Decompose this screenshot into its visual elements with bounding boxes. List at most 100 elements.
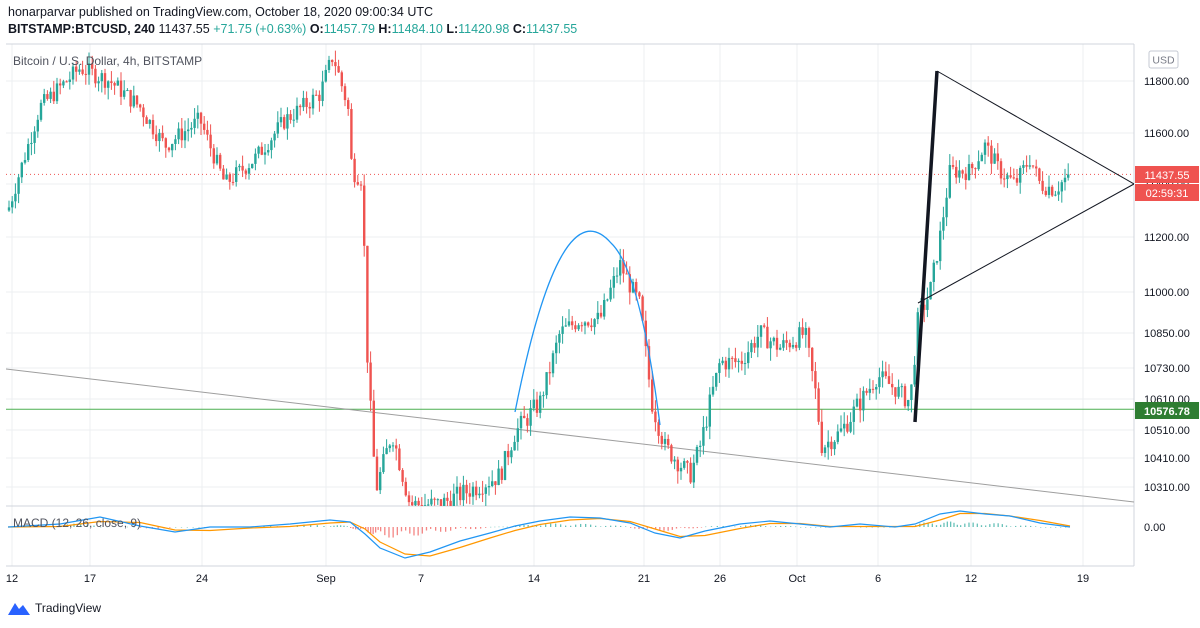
macd-title: MACD (12, 26, close, 9) xyxy=(13,516,141,530)
candle-body xyxy=(836,431,839,442)
candle-body xyxy=(558,333,561,343)
close-value: 11437.55 xyxy=(526,22,578,36)
candle-body xyxy=(305,97,308,107)
candle-body xyxy=(577,325,580,330)
high-value: 11484.10 xyxy=(391,22,443,36)
macd-histogram-bar xyxy=(485,527,487,528)
macd-histogram-bar xyxy=(405,527,407,531)
macd-histogram-bar xyxy=(705,526,707,528)
currency-box[interactable] xyxy=(1148,50,1179,69)
macd-histogram-bar xyxy=(700,527,703,528)
macd-histogram-bar xyxy=(993,523,995,527)
macd-histogram-bar xyxy=(413,527,415,536)
candle-body xyxy=(1025,165,1028,167)
candle-body xyxy=(833,441,836,450)
candle-body xyxy=(993,153,996,164)
candle-body xyxy=(219,154,222,169)
currency-label: USD xyxy=(1152,55,1175,67)
macd-histogram-bar xyxy=(877,527,879,528)
candle-body xyxy=(46,94,49,99)
macd-histogram-bar xyxy=(825,527,827,528)
candle-body xyxy=(350,108,353,159)
candle-body xyxy=(395,445,398,449)
time-axis[interactable]: 12 17 24 Sep 7 14 21 26 Oct 6 12 19 xyxy=(6,573,1089,585)
candle-body xyxy=(977,161,980,170)
candle-body xyxy=(414,500,417,506)
candle-body xyxy=(171,144,174,151)
candle-body xyxy=(187,129,190,132)
macd-histogram-bar xyxy=(980,525,983,527)
candle-body xyxy=(689,462,692,483)
macd-histogram-bar xyxy=(1001,524,1003,527)
candle-body xyxy=(427,504,430,506)
macd-histogram-bar xyxy=(940,524,942,527)
candle-body xyxy=(359,184,363,186)
candle-body xyxy=(471,486,475,497)
macd-histogram-bar xyxy=(352,527,354,529)
candle-body xyxy=(59,83,62,86)
macd-histogram-bar xyxy=(692,527,694,529)
candle-body xyxy=(852,406,855,422)
candle-body xyxy=(670,445,673,462)
candle-body xyxy=(1003,178,1006,180)
tradingview-brand[interactable]: TradingView xyxy=(8,601,101,615)
symbol-label: BITSTAMP:BTCUSD, 240 xyxy=(8,22,156,36)
macd-signal-line xyxy=(7,512,1071,557)
y-tick-label: 11200.00 xyxy=(1144,232,1189,244)
candle-body xyxy=(123,90,126,97)
candle-body xyxy=(766,326,769,349)
flagpole-line[interactable] xyxy=(913,70,939,423)
candle-body xyxy=(1057,191,1060,195)
candle-body xyxy=(628,274,631,293)
open-value: 11457.79 xyxy=(323,22,375,36)
candle-body xyxy=(324,69,327,82)
macd-histogram-bar xyxy=(355,527,357,530)
macd-histogram-bar xyxy=(805,527,807,528)
candle-body xyxy=(446,497,449,501)
x-tick-label: Sep xyxy=(316,573,336,585)
macd-histogram-bar xyxy=(750,524,752,527)
candle-body xyxy=(785,340,788,343)
candle-body xyxy=(814,371,817,389)
candle-body xyxy=(295,105,299,120)
macd-histogram-bar xyxy=(1040,527,1042,528)
candle-body xyxy=(91,63,94,69)
pennant-lower-line[interactable] xyxy=(917,183,1134,304)
candle-body xyxy=(974,168,977,170)
pennant-upper-line[interactable] xyxy=(936,70,1134,185)
macd-histogram-bar xyxy=(86,524,88,527)
candlestick-series xyxy=(7,50,1070,506)
macd-histogram-bar xyxy=(580,523,582,527)
price-axis[interactable]: 10310.0010410.0010510.0010610.0010730.00… xyxy=(1144,76,1190,534)
candle-body xyxy=(478,493,481,496)
x-tick-label: 21 xyxy=(638,573,650,585)
macd-histogram-bar xyxy=(790,526,792,527)
macd-histogram-bar xyxy=(570,525,572,527)
macd-histogram-bar xyxy=(490,526,492,528)
candle-body xyxy=(257,146,260,154)
candle-body xyxy=(519,415,523,429)
candle-body xyxy=(638,292,641,297)
y-tick-label: 10510.00 xyxy=(1144,425,1190,437)
macd-histogram-bar xyxy=(667,527,669,531)
open-label: O: xyxy=(309,22,324,36)
candle-body xyxy=(891,383,894,388)
macd-histogram-bar xyxy=(515,526,517,527)
macd-histogram-bar xyxy=(450,527,452,531)
candle-body xyxy=(254,153,257,164)
macd-histogram-bar xyxy=(716,525,718,527)
candle-body xyxy=(999,161,1003,179)
candle-body xyxy=(635,282,638,293)
macd-histogram-bar xyxy=(535,526,538,527)
macd-histogram-bar xyxy=(820,527,822,528)
x-tick-label: 7 xyxy=(418,573,424,585)
macd-histogram-bar xyxy=(634,527,636,529)
cup-arc[interactable] xyxy=(514,230,661,426)
drawings[interactable] xyxy=(514,70,1134,426)
candle-body xyxy=(177,128,180,140)
macd-histogram-bar xyxy=(192,527,194,528)
candle-body xyxy=(913,364,916,385)
y-tick-label: 11000.00 xyxy=(1144,287,1189,299)
candle-body xyxy=(702,427,705,446)
